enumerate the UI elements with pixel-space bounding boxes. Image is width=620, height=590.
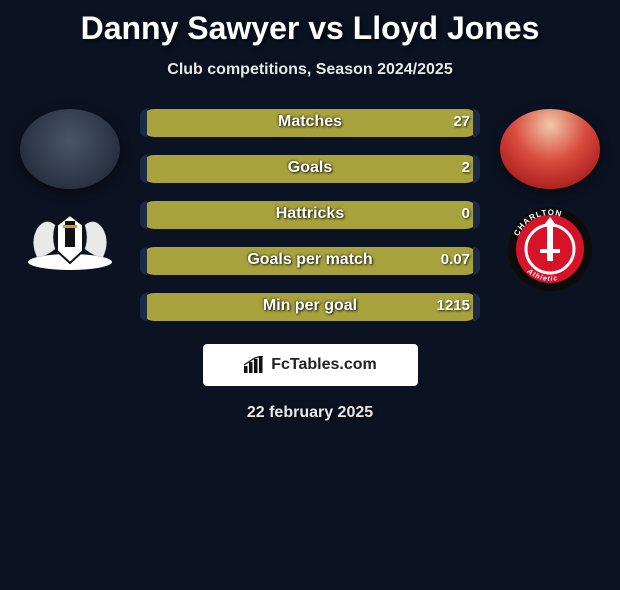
stat-label: Hattricks xyxy=(140,201,480,227)
club-right-badge: CHARLTON Athletic xyxy=(500,207,600,292)
player-left-photo xyxy=(20,109,120,189)
subtitle: Club competitions, Season 2024/2025 xyxy=(0,61,620,79)
stat-label: Goals xyxy=(140,155,480,181)
player-right-photo xyxy=(500,109,600,189)
stat-row: Hattricks0 xyxy=(140,201,480,229)
page-title: Danny Sawyer vs Lloyd Jones xyxy=(0,10,620,47)
date-label: 22 february 2025 xyxy=(0,404,620,422)
club-left-badge xyxy=(25,207,115,282)
stat-label: Matches xyxy=(140,109,480,135)
stat-row: Matches27 xyxy=(140,109,480,137)
stat-row: Min per goal1215 xyxy=(140,293,480,321)
fctables-badge: FcTables.com xyxy=(203,344,418,386)
stats-area: CHARLTON Athletic Matches27 Goals2 Hattric… xyxy=(0,109,620,339)
stat-label: Min per goal xyxy=(140,293,480,319)
fctables-bars-icon xyxy=(243,356,265,374)
stat-value-right: 1215 xyxy=(437,293,470,319)
fctables-label: FcTables.com xyxy=(271,356,377,374)
stat-row: Goals per match0.07 xyxy=(140,247,480,275)
left-column xyxy=(10,109,130,282)
stat-label: Goals per match xyxy=(140,247,480,273)
stat-value-right: 0 xyxy=(462,201,470,227)
right-column: CHARLTON Athletic xyxy=(490,109,610,292)
stat-row: Goals2 xyxy=(140,155,480,183)
stat-value-right: 0.07 xyxy=(441,247,470,273)
stat-value-right: 27 xyxy=(453,109,470,135)
stat-bars: Matches27 Goals2 Hattricks0 Goals per match… xyxy=(140,109,480,339)
stat-value-right: 2 xyxy=(462,155,470,181)
